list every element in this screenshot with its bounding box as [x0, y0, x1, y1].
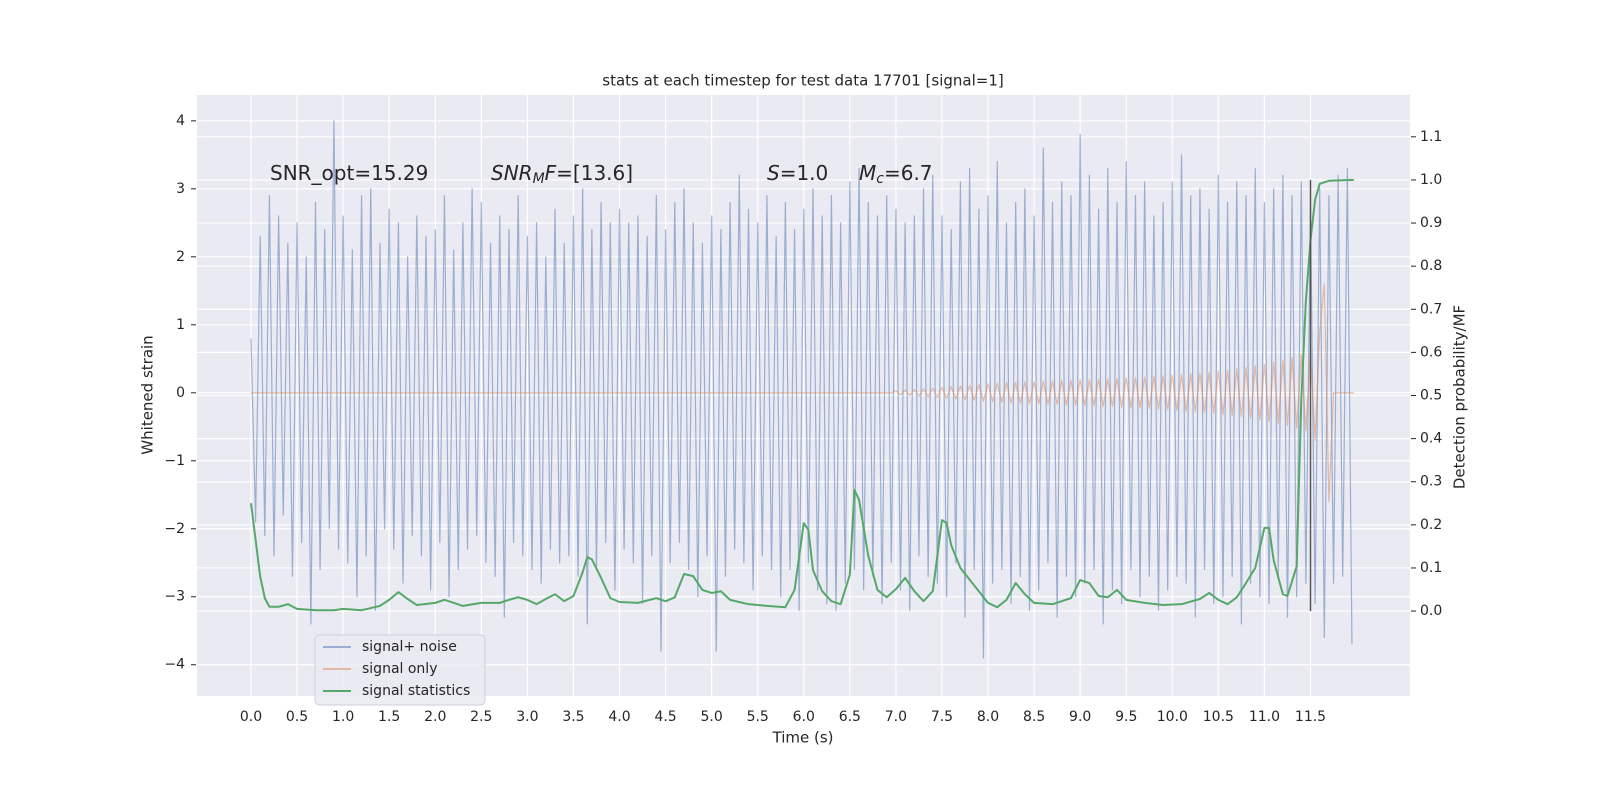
x-tick-label: 8.0	[977, 709, 999, 725]
y-tick-label: 4	[176, 113, 185, 129]
x-tick-label: 11.0	[1249, 709, 1280, 725]
y-tick-label: 0	[176, 385, 185, 401]
legend-label: signal+ noise	[362, 639, 457, 655]
x-tick-label: 0.5	[286, 709, 308, 725]
x-tick-label: 5.5	[747, 709, 769, 725]
series-line	[250, 283, 1354, 503]
annotation-part: =1.0	[780, 161, 829, 185]
annotation-part: M	[533, 171, 545, 187]
annotation-part: =6.7	[884, 161, 933, 185]
y2-tick-label: 0.2	[1420, 517, 1442, 533]
x-tick-label: 0.0	[240, 709, 262, 725]
x-tick-label: 10.0	[1157, 709, 1188, 725]
x-tick-label: 9.0	[1069, 709, 1091, 725]
chart-title: stats at each timestep for test data 177…	[602, 72, 1003, 90]
y-tick-label: 1	[176, 317, 185, 333]
y2-tick-label: 0.6	[1420, 344, 1442, 360]
x-tick-label: 5.0	[701, 709, 723, 725]
annotation-part: F	[545, 161, 557, 185]
x-tick-label: 4.0	[608, 709, 630, 725]
x-tick-label: 7.5	[931, 709, 953, 725]
x-tick-label: 4.5	[654, 709, 676, 725]
x-tick-label: 6.0	[793, 709, 815, 725]
y2-tick-label: 1.1	[1420, 129, 1442, 145]
x-tick-label: 3.5	[562, 709, 584, 725]
annotation: Mc=6.7	[859, 161, 933, 188]
annotation-part: c	[876, 171, 884, 187]
y2-axis-label: Detection probability/MF	[1451, 305, 1469, 489]
x-axis-label: Time (s)	[772, 729, 834, 747]
x-tick-label: 3.0	[516, 709, 538, 725]
annotation-part: SNR	[491, 161, 533, 185]
y-axis-label: Whitened strain	[139, 335, 157, 454]
x-tick-label: 10.5	[1203, 709, 1234, 725]
x-tick-label: 2.5	[470, 709, 492, 725]
annotation-part: S	[767, 161, 780, 185]
y2-tick-label: 0.1	[1420, 560, 1442, 576]
x-tick-label: 2.0	[424, 709, 446, 725]
x-tick-label: 7.0	[885, 709, 907, 725]
legend-label: signal only	[362, 661, 437, 677]
y-tick-label: −4	[164, 657, 185, 673]
x-tick-label: 1.5	[378, 709, 400, 725]
x-tick-label: 1.0	[332, 709, 354, 725]
y-tick-label: 2	[176, 249, 185, 265]
y-tick-label: −3	[164, 589, 185, 605]
y2-tick-label: 0.0	[1420, 603, 1442, 619]
y2-tick-label: 0.8	[1420, 258, 1442, 274]
series-line	[249, 178, 1354, 612]
y2-tick-label: 0.3	[1420, 474, 1442, 490]
x-tick-label: 8.5	[1023, 709, 1045, 725]
plot-area	[249, 120, 1354, 659]
y2-tick-label: 0.9	[1420, 215, 1442, 231]
annotation: SNR_opt=15.29	[270, 161, 428, 185]
annotation-part: =[13.6]	[556, 161, 633, 185]
x-tick-label: 6.5	[839, 709, 861, 725]
annotation: SNRMF=[13.6]	[491, 161, 633, 188]
y2-tick-label: 1.0	[1420, 172, 1442, 188]
series-line	[250, 120, 1353, 659]
legend-label: signal statistics	[362, 683, 470, 699]
x-tick-label: 9.5	[1115, 709, 1137, 725]
x-tick-label: 11.5	[1295, 709, 1326, 725]
annotation-part: SNR_opt=15.29	[270, 161, 428, 185]
y-tick-label: −1	[164, 453, 185, 469]
y2-tick-label: 0.7	[1420, 301, 1442, 317]
y2-tick-label: 0.5	[1420, 388, 1442, 404]
y2-tick-label: 0.4	[1420, 431, 1442, 447]
annotation: S=1.0	[767, 161, 828, 185]
annotation-part: M	[859, 161, 876, 185]
y-tick-label: 3	[176, 181, 185, 197]
y-tick-label: −2	[164, 521, 185, 537]
legend-box	[314, 634, 486, 706]
